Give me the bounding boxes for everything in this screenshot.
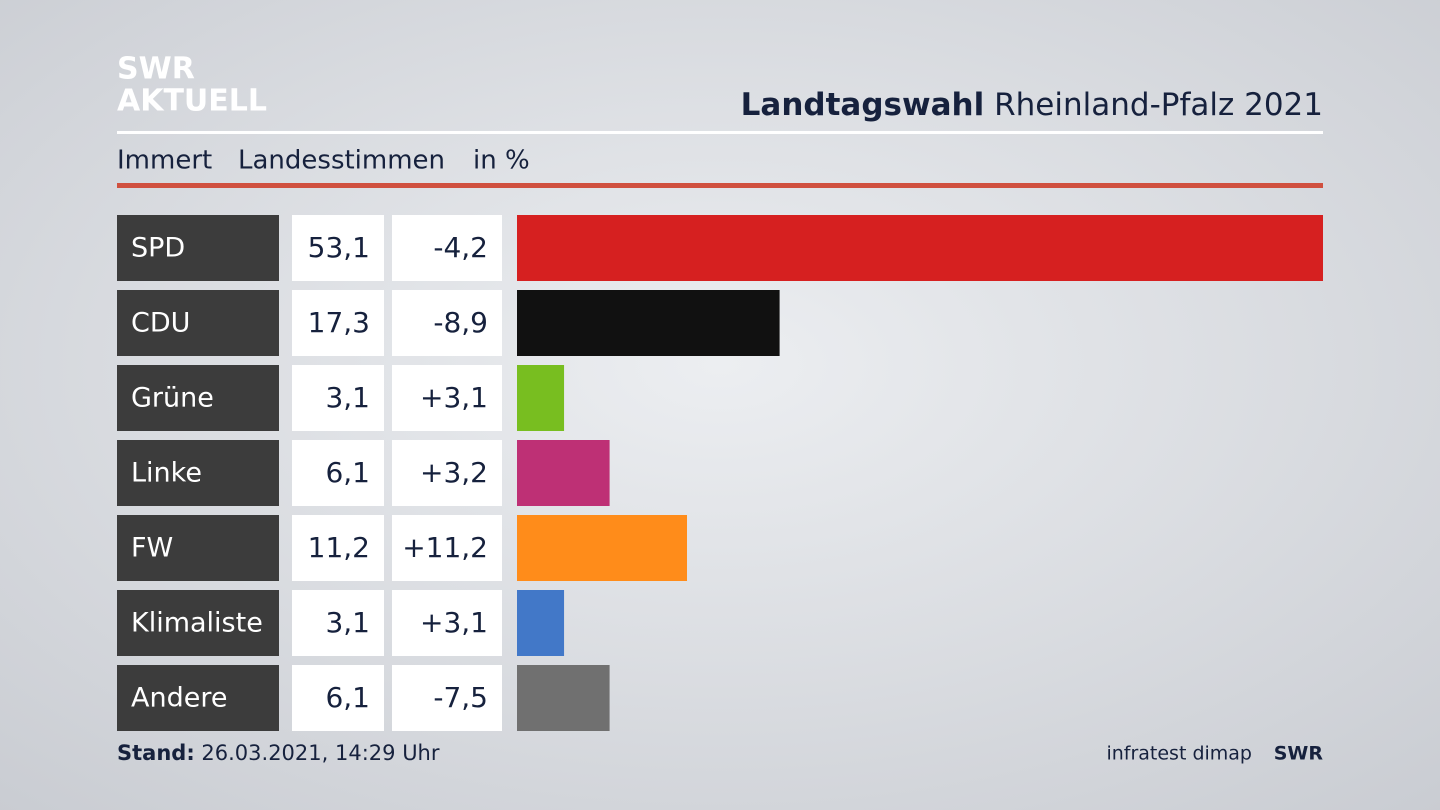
bar: [517, 215, 1323, 281]
value-cell: [292, 215, 384, 281]
divider: [117, 131, 1323, 134]
value-label: 6,1: [325, 456, 370, 489]
category-label: Andere: [131, 683, 227, 714]
category-label: Linke: [131, 458, 202, 489]
bar: [517, 665, 610, 731]
category-label: SPD: [131, 233, 185, 264]
value-label: 17,3: [308, 306, 370, 339]
name-cell: [117, 665, 279, 731]
change-label: -7,5: [433, 681, 488, 714]
name-cell: [117, 290, 279, 356]
change-cell: [392, 665, 502, 731]
accent-line: [117, 183, 1323, 188]
title-rest: Rheinland-Pfalz 2021: [994, 87, 1323, 123]
category-label: CDU: [131, 308, 190, 339]
value-cell: [292, 515, 384, 581]
stand-date: 26.03.2021, 14:29 Uhr: [201, 741, 439, 765]
change-label: +3,1: [420, 381, 488, 414]
bar: [517, 515, 688, 581]
subtitle: Immert: [117, 146, 212, 176]
title-bold: Landtagswahl: [741, 87, 985, 123]
brand: SWR: [1274, 743, 1324, 765]
change-cell: [392, 290, 502, 356]
value-cell: [292, 665, 384, 731]
value-cell: [292, 365, 384, 431]
value-label: 11,2: [308, 531, 370, 564]
change-label: -8,9: [433, 306, 488, 339]
value-cell: [292, 440, 384, 506]
name-cell: [117, 515, 279, 581]
change-label: -4,2: [433, 231, 488, 264]
category-label: Grüne: [131, 383, 214, 414]
bar: [517, 290, 780, 356]
bar: [517, 365, 565, 431]
name-cell: [117, 590, 279, 656]
chart-title: Landtagswahl Rheinland-Pfalz 2021: [741, 87, 1323, 123]
change-cell: [392, 440, 502, 506]
change-label: +11,2: [402, 531, 488, 564]
change-cell: [392, 215, 502, 281]
value-label: 3,1: [325, 381, 370, 414]
change-label: +3,2: [420, 456, 488, 489]
subtitle: Landesstimmen: [238, 146, 445, 176]
name-cell: [117, 365, 279, 431]
stand-label: Stand:: [117, 741, 195, 765]
subtitle: in %: [473, 146, 530, 176]
value-label: 53,1: [308, 231, 370, 264]
value-label: 3,1: [325, 606, 370, 639]
change-label: +3,1: [420, 606, 488, 639]
category-label: Klimaliste: [131, 608, 263, 639]
footer-stand: Stand: 26.03.2021, 14:29 Uhr: [117, 741, 440, 765]
logo-line1: SWR: [117, 52, 195, 87]
value-cell: [292, 290, 384, 356]
category-label: FW: [131, 533, 173, 564]
change-cell: [392, 590, 502, 656]
name-cell: [117, 215, 279, 281]
bar: [517, 590, 565, 656]
name-cell: [117, 440, 279, 506]
change-cell: [392, 365, 502, 431]
change-cell: [392, 515, 502, 581]
bar: [517, 440, 610, 506]
source: infratest dimap: [1106, 743, 1252, 765]
logo-line2: AKTUELL: [117, 84, 267, 119]
value-label: 6,1: [325, 681, 370, 714]
value-cell: [292, 590, 384, 656]
